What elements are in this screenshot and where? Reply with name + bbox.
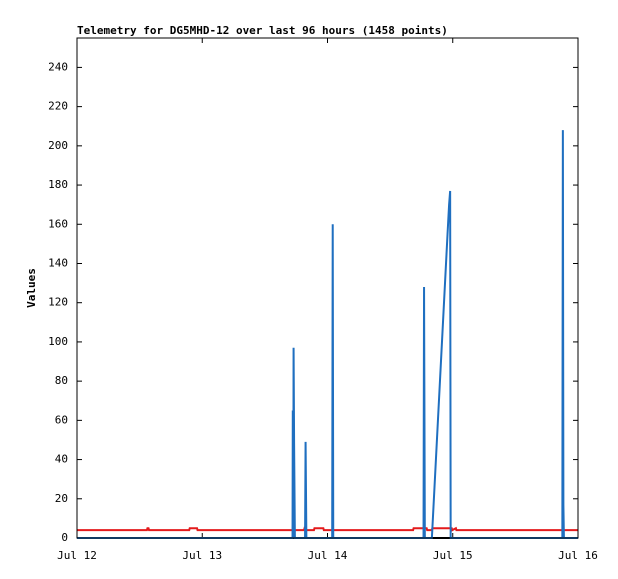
- y-tick-label: 40: [55, 453, 68, 466]
- x-tick-label: Jul 14: [308, 549, 348, 562]
- x-tick-label: Jul 16: [558, 549, 598, 562]
- y-tick-label: 220: [48, 100, 68, 113]
- y-tick-label: 100: [48, 335, 68, 348]
- series-line: [77, 526, 578, 532]
- x-tick-label: Jul 13: [182, 549, 222, 562]
- x-tick-label: Jul 12: [57, 549, 97, 562]
- plot-frame: [76, 37, 579, 539]
- y-tick-label: 240: [48, 60, 68, 73]
- y-tick-label: 80: [55, 374, 68, 387]
- y-tick-label: 60: [55, 413, 68, 426]
- y-tick-label: 140: [48, 256, 68, 269]
- y-tick-label: 160: [48, 217, 68, 230]
- y-tick-label: 120: [48, 296, 68, 309]
- y-axis-label: Values: [25, 268, 38, 308]
- y-tick-label: 200: [48, 139, 68, 152]
- y-tick-label: 180: [48, 178, 68, 191]
- chart-title: Telemetry for DG5MHD-12 over last 96 hou…: [77, 24, 448, 37]
- x-tick-label: Jul 15: [433, 549, 473, 562]
- y-tick-label: 20: [55, 492, 68, 505]
- y-tick-label: 0: [61, 531, 68, 544]
